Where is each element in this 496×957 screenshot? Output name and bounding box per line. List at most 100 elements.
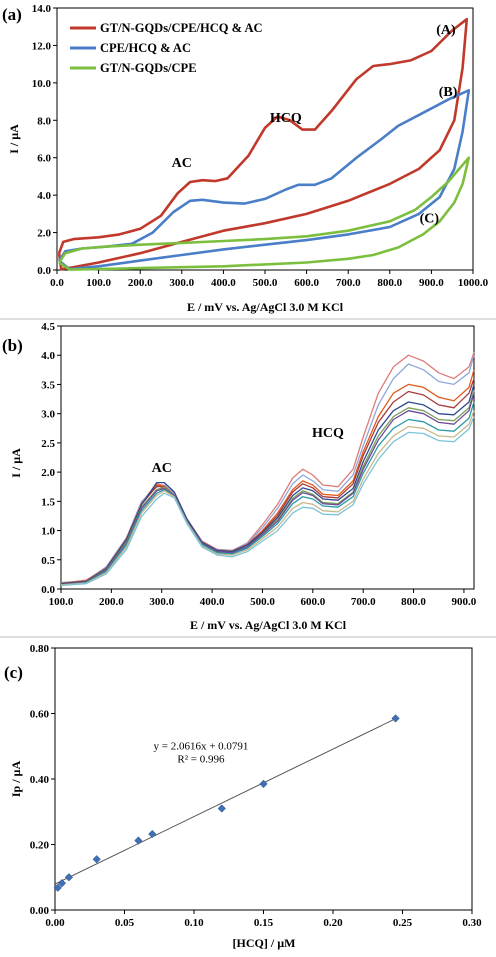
data-point [217,804,226,813]
legend-label-1: GT/N-GQDs/CPE/HCQ & AC [100,21,263,35]
data-point [57,878,67,888]
panel-b-xtick-label: 800.0 [401,596,426,608]
trendline [54,718,396,885]
panel-b-ytick-label: 0.0 [41,584,55,596]
legend-label-2: CPE/HCQ & AC [100,41,191,55]
panel-a: (a) 0.0 100.0 200.0 300.0 400.0 500.0 600.0 700… [2,3,489,314]
panel-a-ytick-label: 4.0 [37,190,51,202]
data-point [53,883,62,892]
panel-c-series [53,714,400,892]
panel-a-xtick-label: 100.0 [86,277,111,289]
panel-b-ytick-label: 1.5 [41,496,55,508]
panel-b-xtick-label: 600.0 [300,596,325,608]
panel-a-annotation: (B) [439,85,458,100]
panel-a-ytick-label: 10.0 [32,78,52,90]
panel-c-ytick-label: 0.60 [30,709,50,721]
panel-b-series [60,352,475,587]
panel-a-xtick-label: 600.0 [294,277,319,289]
panel-a-ytick-label: 8.0 [37,115,51,127]
panel-a-xlabel: E / mV vs. Ag/AgCl 3.0 M KCl [187,300,344,314]
panel-c-xtick-label: 0.30 [462,917,482,929]
panel-b-annotations: AC HCQ [152,426,344,476]
panel-a-ytick-label: 0.0 [37,265,51,277]
panel-a-ytick-label: 2.0 [37,228,51,240]
panel-b-ylabel: I / µA [9,448,23,478]
panel-a-ytick-label: 12.0 [32,40,52,52]
legend-label-3: GT/N-GQDs/CPE [100,61,197,75]
panel-b-xtick-label: 900.0 [452,596,477,608]
dpv-curve-4 [60,378,475,585]
panel-b-label: (b) [2,336,23,355]
panel-c-xtick-label: 0.00 [45,917,65,929]
panel-a-xtick-label: 500.0 [253,277,278,289]
panel-a-annotations: AC HCQ (A) (B) (C) [172,23,458,226]
data-point [64,873,74,882]
dpv-curve-9 [60,410,475,586]
dpv-curve-5 [60,384,475,585]
panel-c-ticks: 0.00 0.05 0.10 0.15 0.20 0.25 0.30 0.00 0.20 0.40… [30,643,482,929]
panel-b-xtick-label: 300.0 [149,596,174,608]
panel-b-xtick-label: 100.0 [49,596,74,608]
panel-c-xtick-label: 0.05 [115,917,135,929]
data-point [134,836,143,845]
panel-b-ytick-label: 0.5 [41,555,55,567]
panel-b-ticks: 100.0 200.0 300.0 400.0 500.0 600.0 700.0 800.0… [41,321,477,608]
panel-b-annotation: AC [152,461,172,476]
panel-a-ytick-label: 14.0 [32,3,52,15]
panel-a-ytick-label: 6.0 [37,153,51,165]
panel-a-annotation: (A) [436,23,456,38]
dpv-curve-7 [60,393,475,585]
dpv-curve-6 [60,390,475,585]
data-point [92,855,101,864]
panel-b-annotation: HCQ [312,426,344,441]
dpv-curve-8 [60,401,475,586]
panel-a-xtick-label: 1000.0 [458,277,489,289]
cv-curve-3 [58,156,471,271]
panel-b-ytick-label: 4.0 [41,350,55,362]
panel-a-series [57,17,471,271]
data-point [148,829,157,839]
cv-curve-2 [58,89,471,271]
panel-b-xtick-label: 400.0 [200,596,225,608]
cv-curve-1 [57,17,469,271]
panel-a-xtick-label: 400.0 [211,277,236,289]
panel-c: (c) 0.00 0.05 0.10 0.15 0.20 0.25 0.30 0.00 0.20… [4,643,482,950]
panel-a-annotation: (C) [420,211,440,226]
panel-b-ytick-label: 3.0 [41,409,55,421]
panel-c-ytick-label: 0.20 [30,840,50,852]
panel-c-ytick-label: 0.80 [30,643,50,655]
panel-a-xtick-label: 300.0 [169,277,194,289]
panel-a-xtick-label: 700.0 [336,277,361,289]
trendline-equation: y = 2.0616x + 0.0791 [153,741,248,753]
panel-c-xlabel: [HCQ] / µM [233,936,296,950]
panel-a-xtick-label: 900.0 [419,277,444,289]
panel-c-ylabel: Ip / µA [9,761,23,798]
panel-a-xtick-label: 0.0 [50,277,64,289]
dpv-curve-10 [60,416,475,587]
panel-b-xtick-label: 700.0 [351,596,376,608]
data-point [259,779,268,789]
panel-a-ylabel: I / µA [7,124,21,154]
data-point [391,714,400,723]
panel-c-ytick-label: 0.00 [30,905,50,917]
panel-b-ytick-label: 2.0 [41,467,55,479]
panel-b-xlabel: E / mV vs. Ag/AgCl 3.0 M KCl [190,618,347,632]
panel-b-xtick-label: 200.0 [99,596,124,608]
panel-b: (b) 100.0 200.0 300.0 400.0 500.0 600.0 700.0 8… [2,321,477,632]
trendline-r-squared: R² = 0.996 [177,754,225,766]
panel-c-plot-area [54,647,473,911]
panel-a-annotation: AC [172,156,192,171]
panel-b-plot-area [60,325,475,590]
panel-b-ytick-label: 4.5 [41,321,55,333]
panel-a-xtick-label: 800.0 [377,277,402,289]
panel-a-xtick-label: 200.0 [128,277,153,289]
panel-a-label: (a) [2,5,22,24]
panel-c-xtick-label: 0.20 [323,917,343,929]
panel-a-ticks: 0.0 100.0 200.0 300.0 400.0 500.0 600.0 700.0 80… [32,3,489,289]
panel-c-ytick-label: 0.40 [30,774,50,786]
panel-c-xtick-label: 0.25 [393,917,413,929]
panel-b-ytick-label: 3.5 [41,379,55,391]
panel-b-ytick-label: 1.0 [41,526,55,538]
